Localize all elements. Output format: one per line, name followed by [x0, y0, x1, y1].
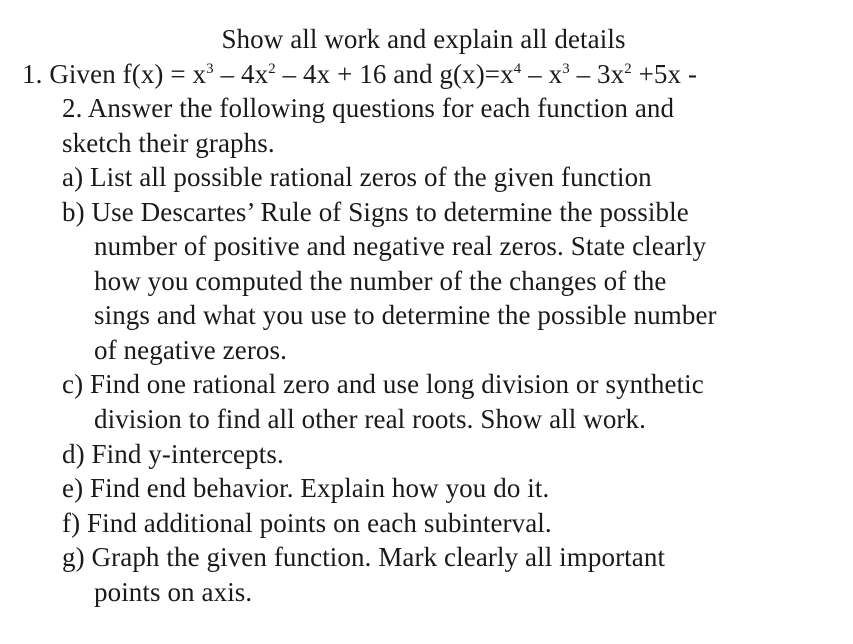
given-text-3: – 4x + 16 and g(x)=x — [276, 59, 514, 89]
text: sketch their graphs. — [62, 128, 275, 158]
item-c-line1: c) Find one rational zero and use long d… — [62, 367, 825, 402]
item-b-line2: number of positive and negative real zer… — [62, 229, 825, 264]
text: d) Find y-intercepts. — [62, 439, 284, 469]
title-text: Show all work and explain all details — [221, 24, 625, 54]
problem-statement-line3: sketch their graphs. — [22, 126, 825, 161]
exp: 3 — [206, 61, 214, 77]
item-b-line3: how you computed the number of the chang… — [62, 264, 825, 299]
item-g-line1: g) Graph the given function. Mark clearl… — [62, 540, 825, 575]
problem-statement-line2: 2. Answer the following questions for ea… — [22, 91, 825, 126]
given-text-4: – x — [521, 59, 562, 89]
exp: 3 — [562, 61, 570, 77]
exp: 2 — [624, 61, 632, 77]
item-b-line5: of negative zeros. — [62, 333, 825, 368]
problem-statement-line1: 1. Given f(x) = x3 – 4x2 – 4x + 16 and g… — [22, 57, 825, 92]
item-a: a) List all possible rational zeros of t… — [22, 160, 825, 195]
given-text-2: – 4x — [214, 59, 269, 89]
item-d: d) Find y-intercepts. — [22, 437, 825, 472]
item-c: c) Find one rational zero and use long d… — [22, 367, 825, 436]
item-g-line2: points on axis. — [62, 575, 825, 610]
text: 2. Answer the following questions for ea… — [62, 93, 674, 123]
item-c-line2: division to find all other real roots. S… — [62, 402, 825, 437]
problem-number: 1. — [22, 59, 42, 89]
text: f) Find additional points on each subint… — [62, 508, 552, 538]
item-b-line4: sings and what you use to determine the … — [62, 298, 825, 333]
item-e: e) Find end behavior. Explain how you do… — [22, 471, 825, 506]
page-title: Show all work and explain all details — [22, 22, 825, 57]
text: a) List all possible rational zeros of t… — [62, 162, 652, 192]
given-text-1: Given f(x) = x — [49, 59, 206, 89]
text: e) Find end behavior. Explain how you do… — [62, 473, 549, 503]
given-text-5: – 3x — [570, 59, 625, 89]
item-f: f) Find additional points on each subint… — [22, 506, 825, 541]
given-text-6: +5x - — [632, 59, 697, 89]
item-b: b) Use Descartes’ Rule of Signs to deter… — [22, 195, 825, 368]
item-b-line1: b) Use Descartes’ Rule of Signs to deter… — [62, 195, 825, 230]
exp: 2 — [268, 61, 276, 77]
document-page: Show all work and explain all details 1.… — [0, 0, 853, 644]
item-g: g) Graph the given function. Mark clearl… — [22, 540, 825, 609]
